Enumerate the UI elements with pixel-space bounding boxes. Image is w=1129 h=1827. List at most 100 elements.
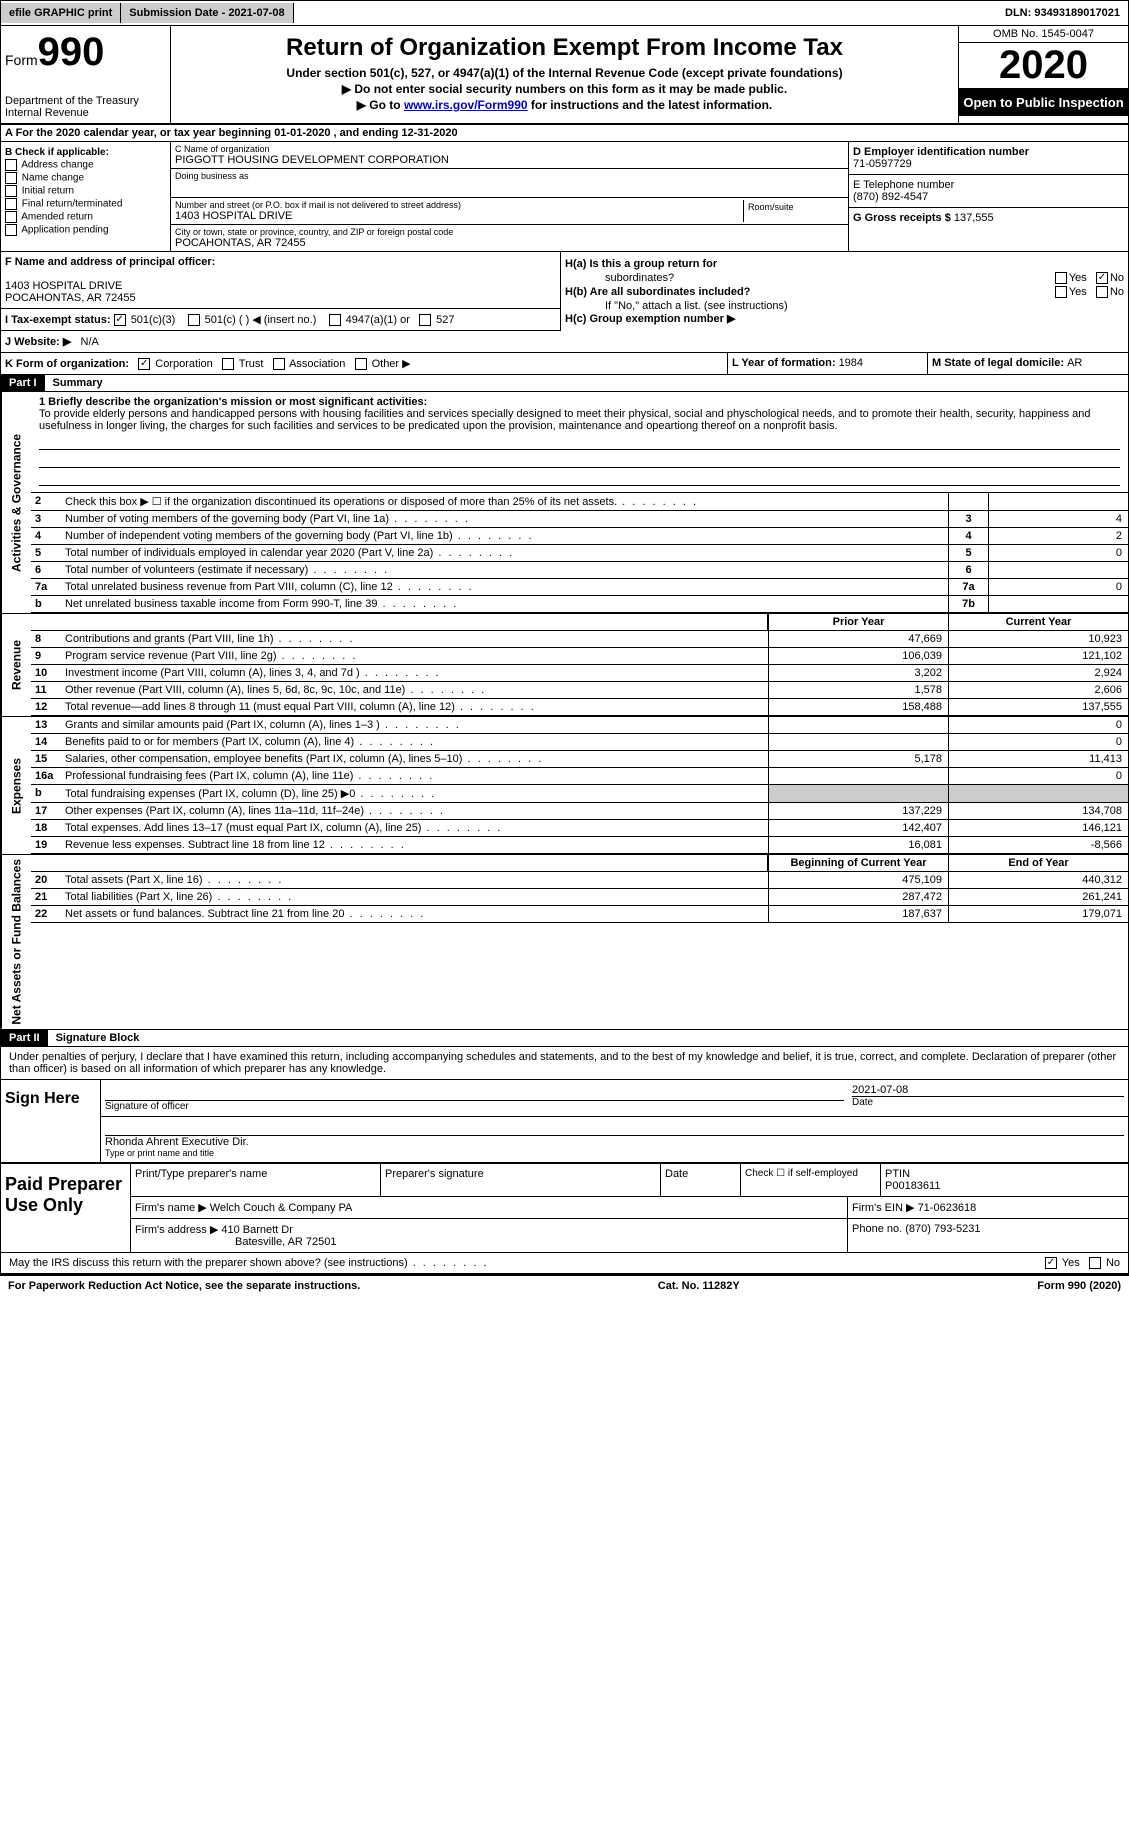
header-line2-post: for instructions and the latest informat…: [528, 98, 773, 112]
k-trust[interactable]: [222, 358, 234, 370]
room-label: Room/suite: [748, 202, 840, 212]
firm-ein: 71-0623618: [918, 1202, 977, 1214]
checkbox-527[interactable]: [419, 314, 431, 326]
checkbox-pending[interactable]: [5, 224, 17, 236]
k-other[interactable]: [355, 358, 367, 370]
hb-yes[interactable]: [1055, 286, 1067, 298]
prep-h5: PTIN: [885, 1168, 1124, 1180]
dept-irs: Internal Revenue: [5, 107, 166, 119]
ha-label: H(a) Is this a group return for: [565, 258, 717, 270]
ha-sub: subordinates?: [565, 272, 674, 284]
begin-year-header: Beginning of Current Year: [768, 855, 948, 871]
prep-h3: Date: [661, 1164, 741, 1196]
governance-row: 4 Number of independent voting members o…: [31, 528, 1128, 545]
phone-value: (870) 892-4547: [853, 191, 1124, 203]
firm-ein-label: Firm's EIN ▶: [852, 1202, 918, 1214]
inspection-label: Open to Public Inspection: [959, 89, 1128, 116]
governance-row: 3 Number of voting members of the govern…: [31, 511, 1128, 528]
e-label: E Telephone number: [853, 179, 1124, 191]
ha-yes[interactable]: [1055, 272, 1067, 284]
form-title: Return of Organization Exempt From Incom…: [175, 34, 954, 62]
prior-year-header: Prior Year: [768, 614, 948, 630]
checkbox-501c[interactable]: [188, 314, 200, 326]
data-row: 10 Investment income (Part VIII, column …: [31, 665, 1128, 682]
ha-no[interactable]: [1096, 272, 1108, 284]
efile-button[interactable]: efile GRAPHIC print: [1, 3, 121, 23]
checkbox-address[interactable]: [5, 159, 17, 171]
sig-officer-label: Signature of officer: [105, 1100, 844, 1112]
f-label: F Name and address of principal officer:: [5, 256, 556, 268]
data-row: 21 Total liabilities (Part X, line 26) 2…: [31, 889, 1128, 906]
i-label: I Tax-exempt status:: [5, 314, 111, 326]
form-word: Form: [5, 52, 38, 68]
governance-row: 6 Total number of volunteers (estimate i…: [31, 562, 1128, 579]
k-assoc[interactable]: [273, 358, 285, 370]
prep-h4: Check ☐ if self-employed: [741, 1164, 881, 1196]
row-a-period: A For the 2020 calendar year, or tax yea…: [0, 125, 1129, 142]
checkbox-amended[interactable]: [5, 211, 17, 223]
checkbox-initial[interactable]: [5, 185, 17, 197]
side-revenue: Revenue: [1, 614, 31, 716]
omb-number: OMB No. 1545-0047: [959, 26, 1128, 43]
data-row: b Total fundraising expenses (Part IX, c…: [31, 785, 1128, 803]
tax-year: 2020: [959, 43, 1128, 89]
org-city: POCAHONTAS, AR 72455: [175, 237, 844, 249]
col-b-checkboxes: B Check if applicable: Address change Na…: [1, 142, 171, 251]
d-label: D Employer identification number: [853, 146, 1124, 158]
firm-name: Welch Couch & Company PA: [210, 1202, 353, 1214]
addr-label: Number and street (or P.O. box if mail i…: [175, 200, 743, 210]
data-row: 9 Program service revenue (Part VIII, li…: [31, 648, 1128, 665]
l-val: 1984: [839, 357, 863, 369]
part1-header: Part I: [1, 375, 45, 391]
data-row: 8 Contributions and grants (Part VIII, l…: [31, 631, 1128, 648]
footer-mid: Cat. No. 11282Y: [658, 1280, 740, 1292]
data-row: 14 Benefits paid to or for members (Part…: [31, 734, 1128, 751]
data-row: 19 Revenue less expenses. Subtract line …: [31, 837, 1128, 854]
checkbox-name[interactable]: [5, 172, 17, 184]
checkbox-final[interactable]: [5, 198, 17, 210]
mission-label: 1 Briefly describe the organization's mi…: [39, 396, 427, 408]
hb-no[interactable]: [1096, 286, 1108, 298]
governance-row: b Net unrelated business taxable income …: [31, 596, 1128, 613]
data-row: 22 Net assets or fund balances. Subtract…: [31, 906, 1128, 923]
firm-label: Firm's name ▶: [135, 1202, 210, 1214]
ptin-value: P00183611: [885, 1180, 1124, 1192]
preparer-label: Paid Preparer Use Only: [1, 1164, 131, 1252]
hb-note: If "No," attach a list. (see instruction…: [565, 300, 1124, 312]
firm-phone-label: Phone no.: [852, 1223, 905, 1235]
j-value: N/A: [81, 336, 99, 348]
sig-declaration: Under penalties of perjury, I declare th…: [1, 1047, 1128, 1080]
current-year-header: Current Year: [948, 614, 1128, 630]
hb-label: H(b) Are all subordinates included?: [565, 286, 750, 298]
form-subtitle: Under section 501(c), 527, or 4947(a)(1)…: [175, 66, 954, 80]
form990-link[interactable]: www.irs.gov/Form990: [404, 98, 528, 112]
officer-name: Rhonda Ahrent Executive Dir.: [105, 1136, 249, 1148]
side-activities: Activities & Governance: [1, 392, 31, 613]
form-number: 990: [38, 30, 105, 74]
org-name: PIGGOTT HOUSING DEVELOPMENT CORPORATION: [175, 154, 844, 166]
submission-date: Submission Date - 2021-07-08: [121, 3, 293, 23]
hc-label: H(c) Group exemption number ▶: [565, 313, 735, 325]
checkbox-501c3[interactable]: [114, 314, 126, 326]
sig-date-label: Date: [852, 1096, 1124, 1108]
governance-row: 7a Total unrelated business revenue from…: [31, 579, 1128, 596]
part2-header: Part II: [1, 1030, 48, 1046]
k-corp[interactable]: [138, 358, 150, 370]
discuss-no[interactable]: [1089, 1257, 1101, 1269]
g-label: G Gross receipts $: [853, 212, 954, 224]
checkbox-4947[interactable]: [329, 314, 341, 326]
m-val: AR: [1067, 357, 1082, 369]
city-label: City or town, state or province, country…: [175, 227, 844, 237]
dln-label: DLN: 93493189017021: [997, 3, 1128, 23]
end-year-header: End of Year: [948, 855, 1128, 871]
data-row: 13 Grants and similar amounts paid (Part…: [31, 717, 1128, 734]
officer-street: 1403 HOSPITAL DRIVE: [5, 280, 556, 292]
firm-addr-label: Firm's address ▶: [135, 1224, 221, 1236]
sig-date: 2021-07-08: [852, 1084, 1124, 1096]
data-row: 12 Total revenue—add lines 8 through 11 …: [31, 699, 1128, 716]
footer-right: Form 990 (2020): [1037, 1280, 1121, 1292]
header-line1: ▶ Do not enter social security numbers o…: [175, 82, 954, 96]
m-label: M State of legal domicile:: [932, 357, 1067, 369]
data-row: 20 Total assets (Part X, line 16) 475,10…: [31, 872, 1128, 889]
discuss-yes[interactable]: [1045, 1257, 1057, 1269]
